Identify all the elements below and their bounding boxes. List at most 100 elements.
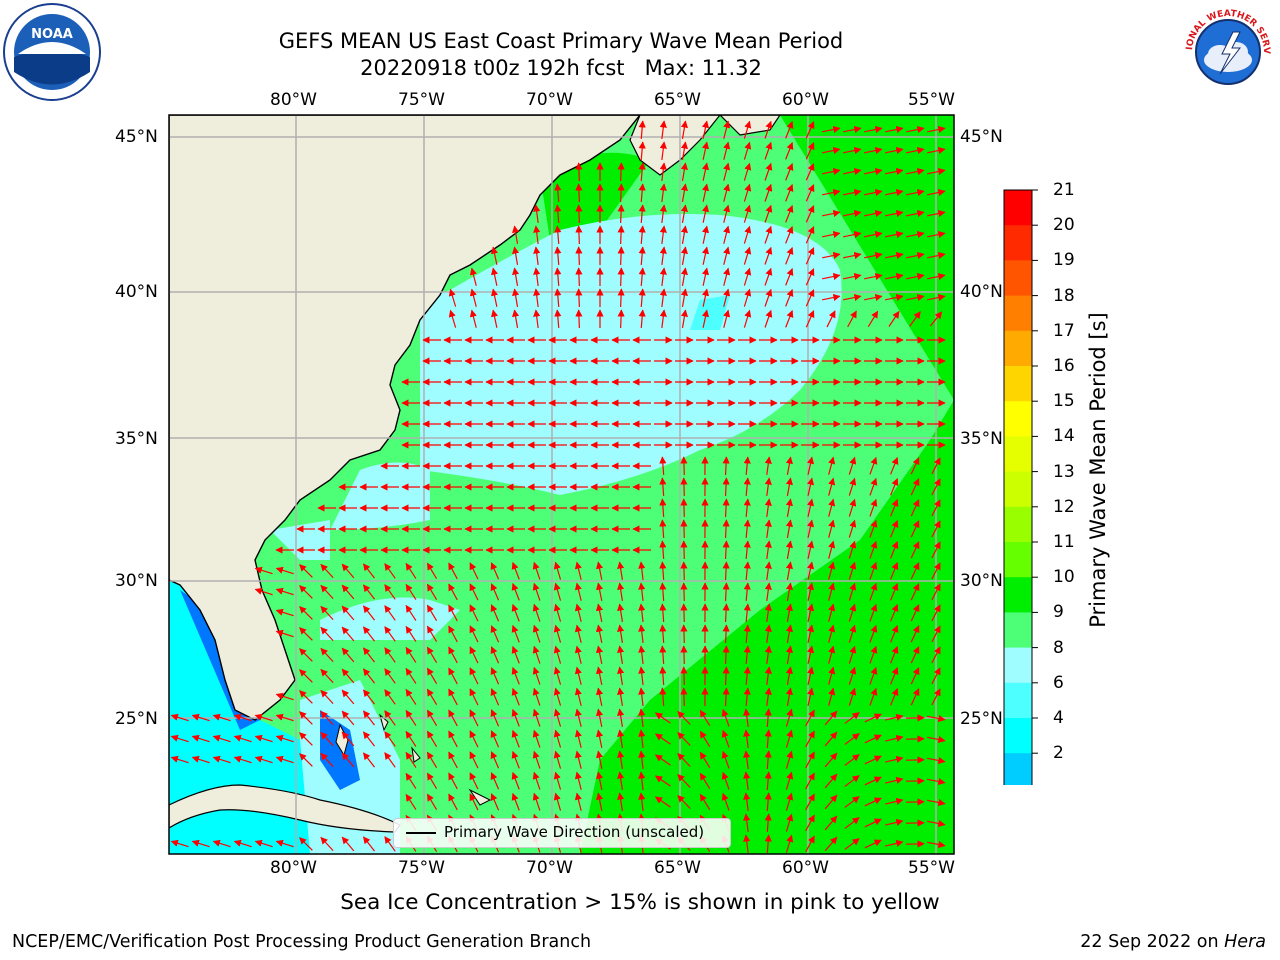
- wave-direction-arrow: [617, 162, 625, 182]
- wave-direction-arrow: [574, 624, 582, 643]
- wave-direction-arrow: [469, 267, 477, 286]
- wave-direction-arrow: [680, 645, 688, 665]
- wave-direction-arrow: [864, 713, 882, 723]
- wave-direction-arrow: [299, 753, 313, 767]
- wave-direction-arrow: [723, 225, 731, 244]
- ocean-period-10-11: [580, 115, 954, 854]
- lon-label-70w-bottom: 70°W: [526, 858, 573, 878]
- wave-direction-arrow: [885, 188, 904, 197]
- wave-direction-arrow: [426, 793, 438, 811]
- wave-direction-arrow: [384, 563, 396, 579]
- wave-direction-arrow: [828, 561, 836, 580]
- wave-direction-arrow: [426, 562, 438, 580]
- wave-direction-arrow: [511, 582, 520, 601]
- wave-direction-arrow: [553, 687, 562, 706]
- wave-direction-arrow: [275, 608, 294, 617]
- colorbar: [1000, 185, 1050, 825]
- wave-direction-arrow: [824, 815, 838, 831]
- lon-label-75w-bottom: 75°W: [398, 858, 445, 878]
- wave-direction-arrow: [785, 792, 794, 811]
- wave-direction-arrow: [807, 519, 815, 538]
- wave-direction-arrow: [170, 839, 189, 848]
- lon-label-70w-top: 70°W: [526, 90, 573, 110]
- wave-direction-arrow: [848, 477, 857, 496]
- wave-direction-arrow: [931, 541, 941, 559]
- footer-host: Hera: [1224, 932, 1266, 952]
- wave-direction-arrow: [448, 646, 458, 664]
- wave-direction-arrow: [785, 288, 794, 307]
- wave-direction-arrow: [275, 587, 294, 596]
- wave-direction-arrow: [448, 751, 458, 769]
- wave-direction-arrow: [807, 666, 815, 685]
- wave-direction-arrow: [890, 667, 899, 685]
- wave-direction-arrow: [617, 582, 625, 601]
- wave-direction-arrow: [807, 498, 815, 517]
- wave-direction-arrow: [828, 666, 836, 685]
- wave-direction-arrow: [275, 839, 294, 848]
- wave-direction-arrow: [384, 584, 396, 600]
- wave-direction-arrow: [785, 477, 793, 496]
- wave-direction-arrow: [764, 582, 772, 601]
- wave-direction-arrow: [532, 687, 541, 706]
- wave-direction-arrow: [764, 477, 772, 496]
- wave-direction-arrow: [638, 204, 646, 224]
- wave-direction-arrow: [574, 729, 582, 748]
- footer-credit: NCEP/EMC/Verification Post Processing Pr…: [12, 932, 592, 952]
- wave-direction-arrow: [384, 647, 396, 663]
- wave-direction-arrow: [638, 645, 646, 665]
- wave-direction-arrow: [469, 604, 479, 622]
- wave-direction-arrow: [702, 288, 710, 307]
- map-title: GEFS MEAN US East Coast Primary Wave Mea…: [278, 29, 844, 53]
- wave-direction-arrow: [743, 246, 752, 265]
- wave-direction-arrow: [405, 730, 417, 747]
- wave-direction-arrow: [888, 310, 900, 327]
- wave-direction-arrow: [617, 771, 625, 790]
- wave-direction-arrow: [532, 792, 541, 811]
- noaa-logo-icon: NOAA: [2, 2, 102, 102]
- wave-direction-arrow: [448, 288, 457, 307]
- colorbar-segment: [1004, 506, 1032, 543]
- wave-direction-arrow: [638, 582, 646, 602]
- colorbar-tick-label: 19: [1053, 250, 1075, 271]
- wave-direction-arrow: [843, 293, 862, 302]
- wave-direction-arrow: [927, 840, 946, 849]
- wave-direction-arrow: [680, 603, 688, 623]
- wave-direction-arrow: [743, 288, 752, 307]
- wave-direction-arrow: [275, 692, 294, 701]
- wave-direction-arrow: [384, 752, 396, 768]
- wave-direction-arrow: [595, 729, 604, 748]
- wave-direction-arrow: [532, 624, 541, 643]
- wave-direction-arrow: [828, 624, 836, 643]
- wave-direction-arrow: [659, 582, 667, 602]
- wave-direction-arrow: [743, 666, 751, 686]
- wave-direction-arrow: [341, 626, 355, 642]
- wave-direction-arrow: [638, 225, 646, 245]
- wave-direction-arrow: [595, 687, 604, 706]
- lat-label-35n-right: 35°N: [960, 429, 1003, 449]
- wave-direction-arrow: [299, 669, 313, 683]
- colorbar-segment: [1004, 295, 1032, 332]
- wave-direction-arrow: [490, 772, 500, 790]
- wave-direction-arrow: [532, 771, 541, 790]
- wave-direction-arrow: [931, 457, 941, 475]
- wave-direction-arrow: [931, 520, 941, 538]
- wave-direction-arrow: [532, 603, 541, 622]
- wave-direction-arrow: [638, 603, 646, 623]
- wave-direction-arrow: [212, 734, 231, 743]
- wave-direction-arrow: [595, 624, 604, 643]
- wave-direction-arrow: [743, 267, 752, 286]
- wave-direction-arrow: [212, 755, 231, 764]
- wave-direction-arrow: [722, 456, 730, 476]
- noaa-logo-text: NOAA: [31, 27, 73, 42]
- wave-direction-arrow: [575, 309, 583, 329]
- wave-direction-arrow: [254, 713, 273, 722]
- wave-direction-arrow: [722, 477, 730, 497]
- wave-direction-arrow: [764, 603, 772, 622]
- wave-direction-arrow: [680, 519, 688, 539]
- wave-direction-arrow: [844, 838, 860, 850]
- wave-direction-arrow: [320, 668, 334, 684]
- wave-direction-arrow: [885, 734, 904, 742]
- wave-direction-arrow: [490, 267, 498, 286]
- wave-direction-arrow: [743, 477, 751, 497]
- wave-direction-arrow: [680, 666, 688, 686]
